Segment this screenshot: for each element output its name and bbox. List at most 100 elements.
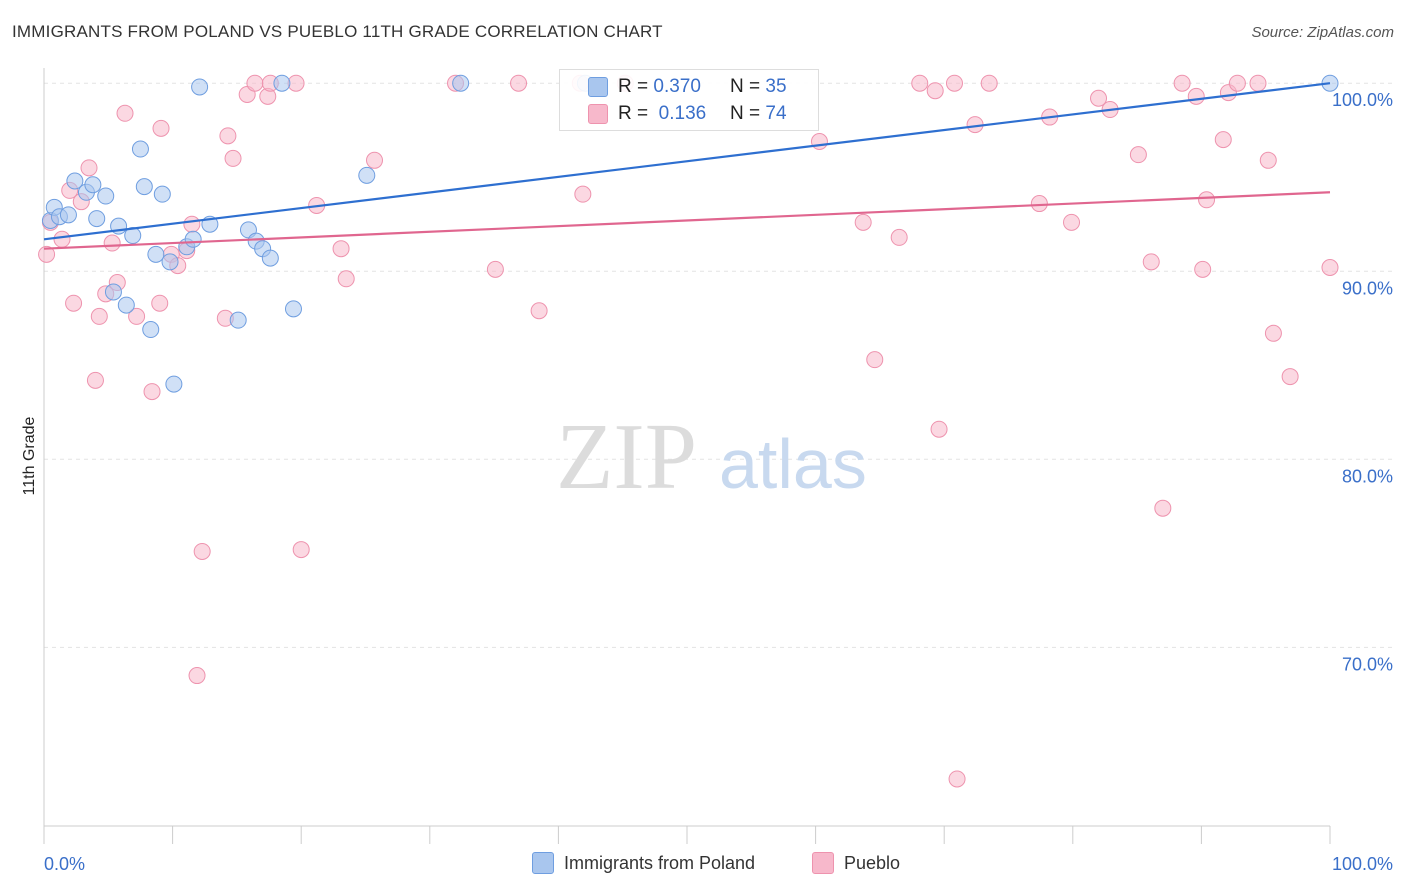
legend-item-pueblo[interactable]: Pueblo [812, 852, 900, 874]
pueblo-point [1259, 151, 1277, 169]
poland-point [191, 78, 209, 96]
poland-point [59, 206, 77, 224]
pueblo-point [292, 541, 310, 559]
pueblo-point [1187, 87, 1205, 105]
trend-layer [43, 82, 1331, 250]
pueblo-point [510, 74, 528, 92]
x-tick-label: 0.0% [44, 854, 85, 874]
poland-point [229, 311, 247, 329]
pueblo-point [1154, 499, 1172, 517]
legend-swatch-poland [532, 852, 554, 874]
poland-point [104, 283, 122, 301]
grid-layer [44, 82, 1392, 648]
pueblo-point [1194, 260, 1212, 278]
legend-item-poland[interactable]: Immigrants from Poland [532, 852, 755, 874]
r-text: R = 0.136 [618, 103, 707, 124]
pueblo-point [1030, 195, 1048, 213]
point-layer [38, 74, 1339, 788]
poland-swatch [588, 77, 608, 97]
pueblo-point [366, 151, 384, 169]
y-tick-label: 80.0% [1342, 466, 1393, 486]
n-value: 35 [765, 76, 787, 97]
r-value: 0.136 [658, 103, 707, 124]
pueblo-point [287, 74, 305, 92]
pueblo-point [337, 270, 355, 288]
pueblo-point [116, 104, 134, 122]
n-text: N = 35 [730, 76, 787, 97]
r-value: 0.370 [653, 76, 701, 97]
watermark-atlas: atlas [719, 425, 867, 503]
pueblo-point [219, 127, 237, 145]
pueblo-point [890, 228, 908, 246]
poland-point [161, 253, 179, 271]
stats-row-poland: R = 0.370 N = 35 [560, 73, 818, 101]
pueblo-point [948, 770, 966, 788]
watermark: ZIP atlas [556, 405, 867, 509]
pueblo-point [188, 667, 206, 685]
poland-point [142, 321, 160, 339]
y-tick-label: 90.0% [1342, 278, 1393, 298]
pueblo-point [332, 240, 350, 258]
pueblo-point [65, 294, 83, 312]
pueblo-point [1173, 74, 1191, 92]
pueblo-point [53, 230, 71, 248]
y-tick-label: 100.0% [1332, 90, 1393, 110]
pueblo-point [911, 74, 929, 92]
poland-point [66, 172, 84, 190]
chart-title: IMMIGRANTS FROM POLAND VS PUEBLO 11TH GR… [12, 22, 663, 41]
pueblo-point [193, 542, 211, 560]
poland-point [261, 249, 279, 267]
pueblo-point [980, 74, 998, 92]
pueblo-point [143, 383, 161, 401]
pueblo-point [1249, 74, 1267, 92]
pueblo-point [90, 307, 108, 325]
n-value: 74 [765, 103, 787, 124]
pueblo-point [945, 74, 963, 92]
pueblo-point [1063, 213, 1081, 231]
pueblo-point [224, 149, 242, 167]
n-text: N = 74 [730, 103, 787, 124]
poland-point [117, 296, 135, 314]
pueblo-point [1214, 131, 1232, 149]
poland-point [284, 300, 302, 318]
series-legend: Immigrants from Poland Pueblo [0, 850, 1406, 880]
pueblo-point [103, 234, 121, 252]
poland-point [153, 185, 171, 203]
poland-point [97, 187, 115, 205]
pueblo-point [1090, 89, 1108, 107]
poland-point [273, 74, 291, 92]
poland-point [358, 166, 376, 184]
pueblo-trend-line [43, 191, 1331, 250]
pueblo-point [1198, 191, 1216, 209]
y-tick-label: 70.0% [1342, 654, 1393, 674]
pueblo-point [128, 307, 146, 325]
pueblo-point [854, 213, 872, 231]
pueblo-point [1281, 368, 1299, 386]
poland-point [88, 210, 106, 228]
pueblo-point [930, 420, 948, 438]
legend-label-pueblo: Pueblo [844, 852, 901, 873]
pueblo-point [810, 133, 828, 151]
legend-label-poland: Immigrants from Poland [564, 852, 756, 873]
pueblo-point [1228, 74, 1246, 92]
pueblo-point [1321, 258, 1339, 276]
stats-row-pueblo: R = 0.136 N = 74 [560, 100, 818, 128]
pueblo-point [246, 74, 264, 92]
pueblo-point [1264, 324, 1282, 342]
poland-point [131, 140, 149, 158]
poland-point [135, 178, 153, 196]
pueblo-point [38, 245, 56, 263]
pueblo-point [183, 215, 201, 233]
poland-point [452, 74, 470, 92]
pueblo-point [866, 351, 884, 369]
watermark-zip: ZIP [556, 405, 697, 509]
tick-label-layer: 70.0% 80.0% 90.0% 100.0% 0.0% 100.0% [44, 90, 1393, 874]
pueblo-swatch [588, 104, 608, 124]
x-tick-label: 100.0% [1332, 854, 1393, 874]
axis-layer [43, 68, 1331, 844]
poland-point [84, 176, 102, 194]
pueblo-point [530, 302, 548, 320]
source-credit: Source: ZipAtlas.com [1251, 24, 1394, 41]
stats-legend: R = 0.370 N = 35 R = 0.136 N = 74 [559, 69, 819, 131]
